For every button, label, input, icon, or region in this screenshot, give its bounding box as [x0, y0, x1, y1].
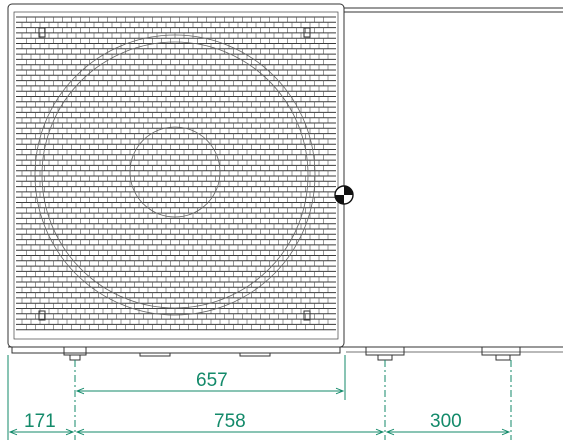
dimension-unit-width: 758 — [77, 411, 383, 432]
corner-fixing-top-left — [38, 27, 46, 38]
grille — [16, 16, 336, 331]
dimension-fan-section: 657 — [77, 370, 343, 391]
corner-fixing-bottom-right — [303, 310, 311, 321]
dimension-label-300: 300 — [430, 411, 462, 432]
extension-lines — [7, 355, 512, 440]
dimension-right-offset: 300 — [387, 411, 509, 432]
corner-fixing-bottom-left — [38, 310, 46, 321]
dimension-label-758: 758 — [214, 411, 246, 432]
fan-outline — [34, 34, 316, 316]
base-feet — [8, 346, 521, 361]
corner-fixing-top-right — [303, 27, 311, 38]
corner-fixings — [38, 27, 311, 321]
dimension-label-657: 657 — [196, 370, 228, 391]
dimension-left-offset: 171 — [10, 411, 73, 432]
dimension-label-171: 171 — [24, 411, 56, 432]
center-of-gravity-icon — [334, 185, 354, 205]
rear-casing — [344, 7, 563, 353]
